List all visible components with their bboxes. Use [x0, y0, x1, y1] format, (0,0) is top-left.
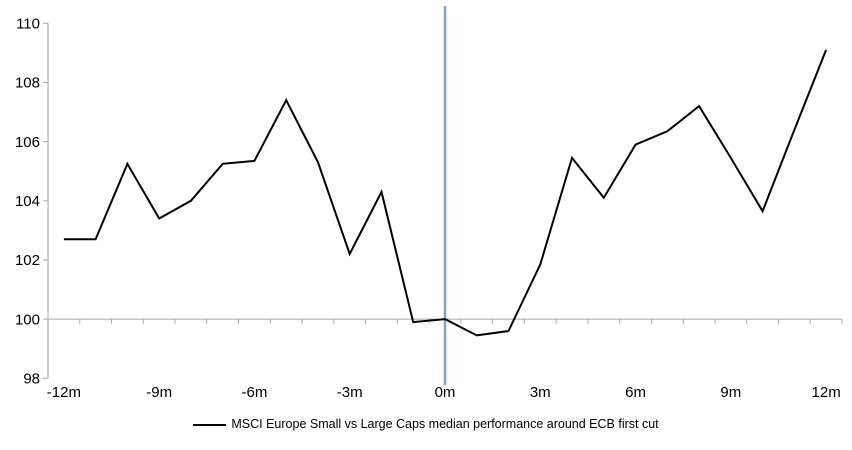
y-tick-label: 104	[15, 193, 40, 210]
x-tick-label: 9m	[720, 384, 741, 401]
series-line	[63, 49, 828, 337]
x-tick-label: 0m	[435, 384, 456, 401]
x-tick-label: -9m	[146, 384, 172, 401]
x-tick-label: 3m	[530, 384, 551, 401]
y-tick-label: 110	[16, 16, 40, 33]
x-tick-label: 12m	[812, 384, 841, 401]
legend: MSCI Europe Small vs Large Caps median p…	[0, 417, 852, 432]
y-tick-label: 100	[15, 311, 40, 328]
x-tick-label: -3m	[337, 384, 363, 401]
legend-line-swatch	[193, 423, 227, 426]
x-tick-label: -12m	[47, 384, 81, 401]
x-tick-label: 6m	[625, 384, 646, 401]
y-tick-label: 98	[23, 371, 40, 388]
y-tick-label: 106	[15, 134, 40, 151]
legend-label: MSCI Europe Small vs Large Caps median p…	[231, 417, 659, 431]
y-tick-label: 108	[15, 75, 40, 92]
x-tick-label: -6m	[242, 384, 268, 401]
y-tick-label: 102	[15, 252, 40, 269]
